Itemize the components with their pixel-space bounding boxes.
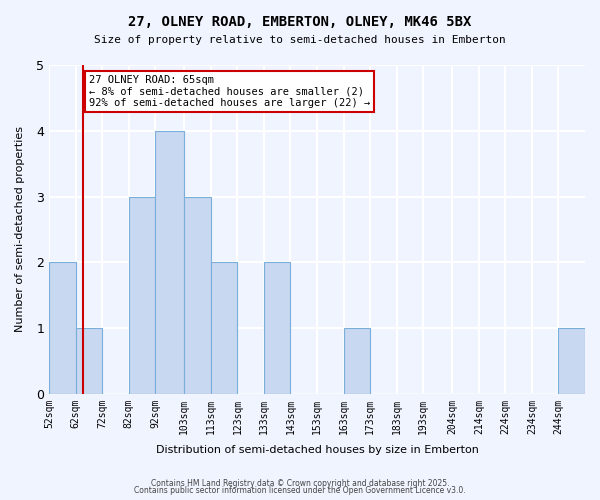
Bar	[49, 262, 76, 394]
Text: Contains HM Land Registry data © Crown copyright and database right 2025.: Contains HM Land Registry data © Crown c…	[151, 478, 449, 488]
Text: Contains public sector information licensed under the Open Government Licence v3: Contains public sector information licen…	[134, 486, 466, 495]
Bar	[344, 328, 370, 394]
Y-axis label: Number of semi-detached properties: Number of semi-detached properties	[15, 126, 25, 332]
Text: 27, OLNEY ROAD, EMBERTON, OLNEY, MK46 5BX: 27, OLNEY ROAD, EMBERTON, OLNEY, MK46 5B…	[128, 15, 472, 29]
Bar	[184, 196, 211, 394]
Bar	[128, 196, 155, 394]
Text: 27 OLNEY ROAD: 65sqm
← 8% of semi-detached houses are smaller (2)
92% of semi-de: 27 OLNEY ROAD: 65sqm ← 8% of semi-detach…	[89, 75, 370, 108]
Bar	[264, 262, 290, 394]
Text: Size of property relative to semi-detached houses in Emberton: Size of property relative to semi-detach…	[94, 35, 506, 45]
X-axis label: Distribution of semi-detached houses by size in Emberton: Distribution of semi-detached houses by …	[155, 445, 478, 455]
Bar	[559, 328, 585, 394]
Bar	[211, 262, 238, 394]
Bar	[76, 328, 102, 394]
Bar	[155, 131, 184, 394]
